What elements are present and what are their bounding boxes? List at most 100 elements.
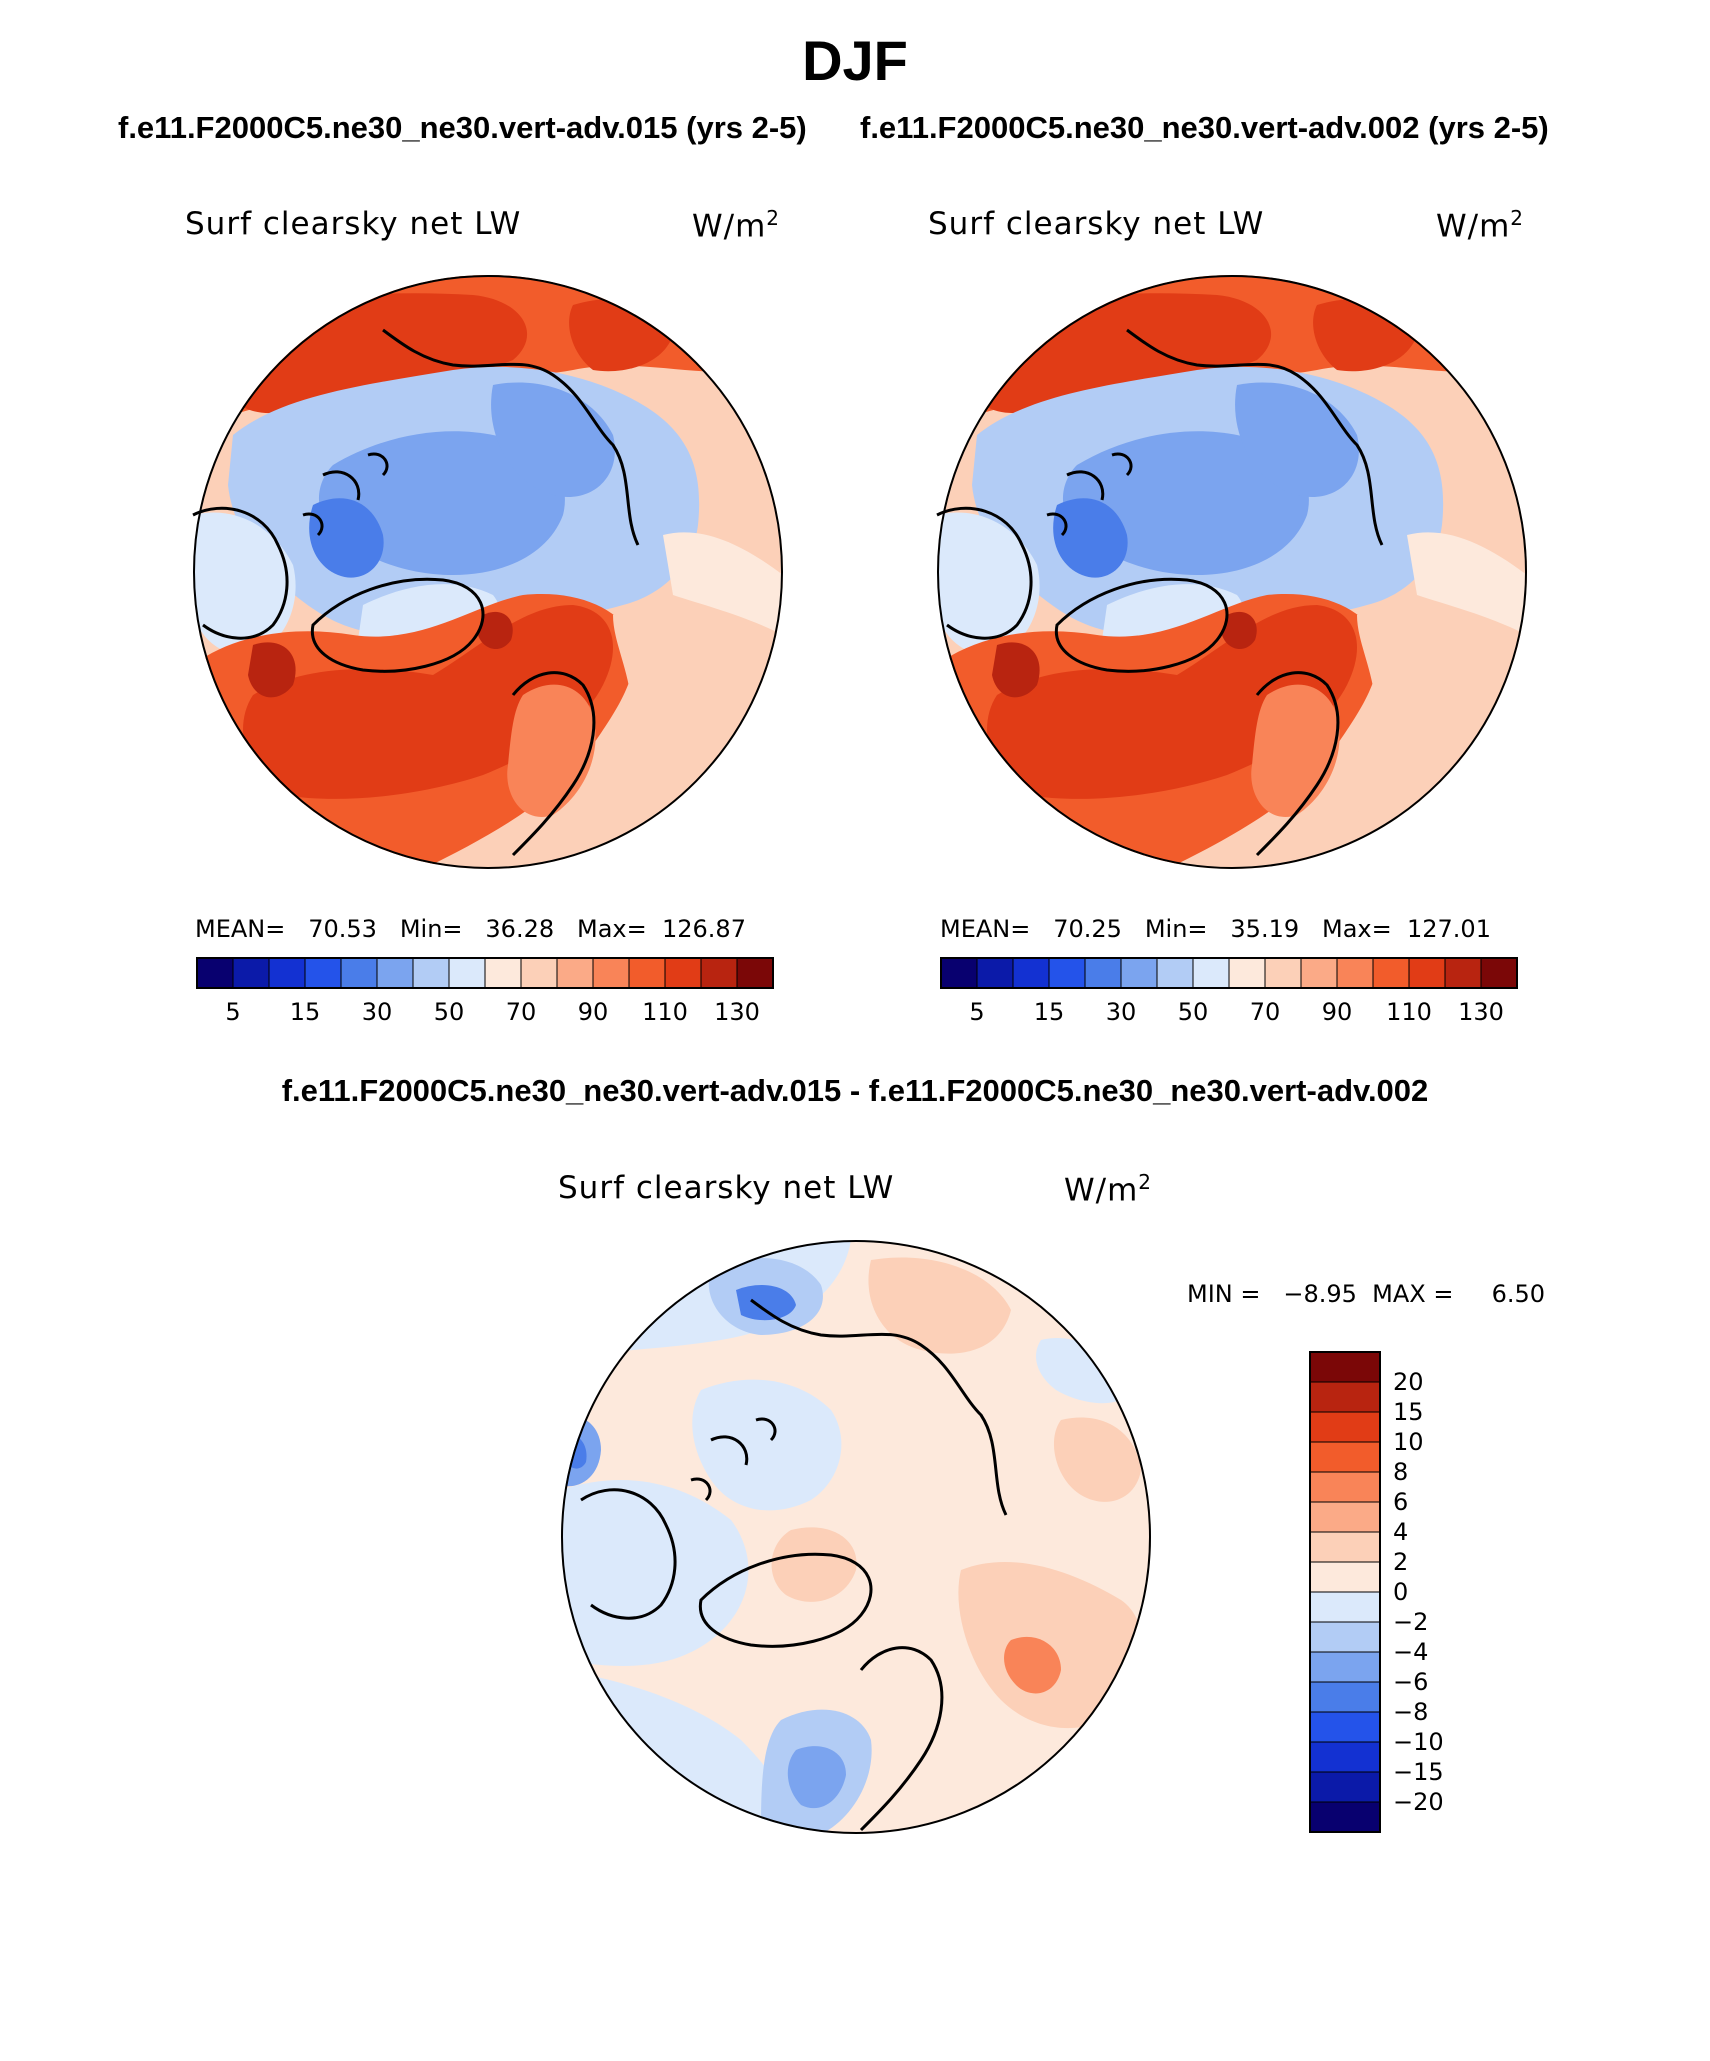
colorbar-box bbox=[1120, 957, 1158, 989]
colorbar-tick-label: 110 bbox=[1386, 998, 1432, 1026]
colorbar-box bbox=[1192, 957, 1230, 989]
colorbar-tick-label: 20 bbox=[1393, 1368, 1424, 1396]
region-right-pale-blue bbox=[1036, 1338, 1131, 1404]
region-europe-med-blue bbox=[787, 1746, 846, 1809]
colorbar-box bbox=[1309, 1441, 1381, 1473]
colorbar-box bbox=[1264, 957, 1302, 989]
colorbar-panel1-ticks: 5 15 30 50 70 90 110 130 bbox=[197, 998, 773, 1028]
colorbar-tick-label: 90 bbox=[1321, 998, 1353, 1026]
colorbar-box bbox=[976, 957, 1014, 989]
colorbar-tick-label: 2 bbox=[1393, 1548, 1409, 1576]
coastline-greenland bbox=[310, 577, 485, 673]
region-greenland-dark-red bbox=[248, 642, 296, 698]
colorbar-tick-label: 8 bbox=[1393, 1458, 1409, 1486]
region-canada-pale-blue bbox=[193, 512, 296, 656]
colorbar-box bbox=[1309, 1681, 1381, 1713]
coastline-siberia bbox=[750, 1298, 1008, 1516]
colorbar-box bbox=[1012, 957, 1050, 989]
colorbar-tick-label: 130 bbox=[1458, 998, 1504, 1026]
region-arctic-strong-blue bbox=[309, 498, 384, 578]
colorbar-box bbox=[592, 957, 630, 989]
region-top-right-peach bbox=[868, 1257, 1011, 1354]
colorbar-box bbox=[1309, 1801, 1381, 1833]
coastline-archipelago bbox=[690, 1417, 777, 1502]
map-diff bbox=[561, 1240, 1151, 1834]
colorbar-box bbox=[340, 957, 378, 989]
colorbar-box bbox=[1309, 1531, 1381, 1563]
colorbar-tick-label: −4 bbox=[1393, 1638, 1429, 1666]
colorbar-box bbox=[1309, 1381, 1381, 1413]
colorbar-tick-label: 15 bbox=[1033, 998, 1065, 1026]
panel1-stats: MEAN= 70.53 Min= 36.28 Max= 126.87 bbox=[195, 915, 746, 943]
colorbar-box bbox=[412, 957, 450, 989]
colorbar-box bbox=[1309, 1561, 1381, 1593]
colorbar-box bbox=[1309, 1741, 1381, 1773]
colorbar-diff bbox=[1309, 1351, 1381, 1833]
colorbar-box bbox=[1309, 1621, 1381, 1653]
map-panel2 bbox=[936, 275, 1527, 869]
coastline-greenland bbox=[1054, 577, 1229, 673]
map-border bbox=[193, 275, 783, 869]
panel2-units-label: W/m2 bbox=[1436, 206, 1525, 245]
diff-variable-label: Surf clearsky net LW bbox=[558, 1170, 895, 1206]
colorbar-tick-label: −8 bbox=[1393, 1698, 1429, 1726]
colorbar-tick-label: 110 bbox=[642, 998, 688, 1026]
colorbar-box bbox=[700, 957, 738, 989]
panel2-stats: MEAN= 70.25 Min= 35.19 Max= 127.01 bbox=[940, 915, 1491, 943]
region-canada-pale-blue bbox=[937, 512, 1040, 656]
colorbar-box bbox=[736, 957, 774, 989]
colorbar-tick-label: 70 bbox=[1249, 998, 1281, 1026]
colorbar-tick-label: 5 bbox=[969, 998, 985, 1026]
map-border bbox=[561, 1240, 1151, 1834]
colorbar-box bbox=[1309, 1771, 1381, 1803]
coastline-scandinavia bbox=[859, 1646, 944, 1832]
colorbar-tick-label: −15 bbox=[1393, 1758, 1444, 1786]
colorbar-box bbox=[1408, 957, 1446, 989]
colorbar-tick-label: 5 bbox=[225, 998, 241, 1026]
colorbar-box bbox=[1309, 1471, 1381, 1503]
colorbar-box bbox=[1309, 1501, 1381, 1533]
colorbar-tick-label: 90 bbox=[577, 998, 609, 1026]
panel1-variable-label: Surf clearsky net LW bbox=[185, 206, 522, 242]
region-east-pale bbox=[663, 532, 783, 635]
diff-title: f.e11.F2000C5.ne30_ne30.vert-adv.015 - f… bbox=[281, 1073, 1429, 1108]
colorbar-tick-label: 10 bbox=[1393, 1428, 1424, 1456]
colorbar-box bbox=[1309, 1651, 1381, 1683]
colorbar-box bbox=[1309, 1591, 1381, 1623]
region-arctic-pale-blue bbox=[692, 1379, 842, 1511]
colorbar-tick-label: 4 bbox=[1393, 1518, 1409, 1546]
coastline-canada bbox=[936, 506, 1033, 640]
colorbar-tick-label: 130 bbox=[714, 998, 760, 1026]
region-siberia-peach bbox=[1053, 1417, 1141, 1502]
colorbar-box bbox=[484, 957, 522, 989]
region-east-peach bbox=[958, 1561, 1144, 1729]
diff-stats: MIN = −8.95 MAX = 6.50 bbox=[1187, 1280, 1546, 1308]
region-arctic-strong-blue bbox=[1053, 498, 1128, 578]
map-panel1 bbox=[192, 275, 783, 869]
colorbar-tick-label: −2 bbox=[1393, 1608, 1429, 1636]
colorbar-panel2-ticks: 5 15 30 50 70 90 110 130 bbox=[941, 998, 1517, 1028]
region-greenland-dark-red bbox=[992, 642, 1040, 698]
colorbar-box bbox=[1480, 957, 1518, 989]
panel2-variable-label: Surf clearsky net LW bbox=[928, 206, 1265, 242]
colorbar-box bbox=[268, 957, 306, 989]
colorbar-tick-label: 15 bbox=[1393, 1398, 1424, 1426]
region-east-pale bbox=[1407, 532, 1527, 635]
region-east-light-orange bbox=[1004, 1636, 1061, 1694]
colorbar-box bbox=[1309, 1411, 1381, 1443]
coastline-archipelago bbox=[1046, 452, 1133, 537]
region-pacific-strong-blue bbox=[736, 1285, 796, 1321]
case-title-left: f.e11.F2000C5.ne30_ne30.vert-adv.015 (yr… bbox=[118, 110, 807, 145]
colorbar-tick-label: 30 bbox=[1105, 998, 1137, 1026]
coastline-archipelago bbox=[302, 452, 389, 537]
coastline-siberia bbox=[1126, 328, 1384, 546]
map-border bbox=[937, 275, 1527, 869]
colorbar-tick-label: 0 bbox=[1393, 1578, 1409, 1606]
diff-units-label: W/m2 bbox=[1064, 1170, 1153, 1209]
colorbar-box bbox=[1084, 957, 1122, 989]
colorbar-box bbox=[448, 957, 486, 989]
colorbar-box bbox=[1048, 957, 1086, 989]
region-siberia-blue bbox=[491, 382, 615, 497]
region-canada-pale-blue bbox=[561, 1480, 749, 1666]
colorbar-box bbox=[1300, 957, 1338, 989]
